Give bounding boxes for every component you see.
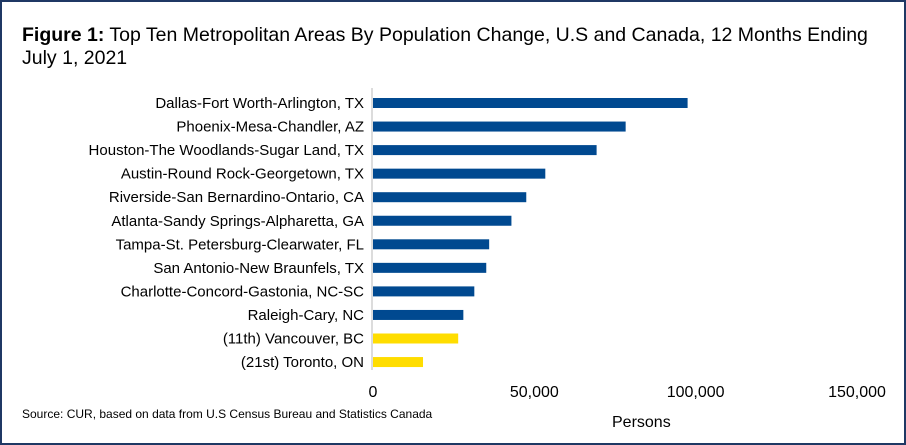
x-tick-label: 100,000 (667, 384, 725, 401)
category-label: Charlotte-Concord-Gastonia, NC-SC (121, 283, 365, 300)
x-axis-label: Persons (612, 414, 671, 431)
x-tick-label: 150,000 (828, 384, 886, 401)
bar (373, 168, 546, 179)
bar (373, 121, 626, 132)
bar (373, 286, 475, 297)
bar (373, 357, 424, 368)
chart-title: Figure 1: Top Ten Metropolitan Areas By … (22, 24, 892, 70)
category-label: Atlanta-Sandy Springs-Alpharetta, GA (111, 213, 364, 230)
bar (373, 262, 487, 273)
bar (373, 309, 464, 320)
x-tick-label: 0 (369, 384, 378, 401)
category-label: Tampa-St. Petersburg-Clearwater, FL (116, 236, 364, 253)
category-label: Phoenix-Mesa-Chandler, AZ (176, 119, 364, 136)
category-label: Raleigh-Cary, NC (248, 307, 365, 324)
bar (373, 333, 459, 344)
category-label: (21st) Toronto, ON (241, 354, 364, 371)
category-label: Riverside-San Bernardino-Ontario, CA (109, 189, 364, 206)
x-tick-label: 50,000 (510, 384, 559, 401)
bar (373, 98, 688, 108)
category-label: San Antonio-New Braunfels, TX (153, 260, 364, 277)
bar (373, 145, 597, 156)
category-label: Austin-Round Rock-Georgetown, TX (121, 166, 364, 183)
category-label: Dallas-Fort Worth-Arlington, TX (155, 95, 364, 112)
source-note: Source: CUR, based on data from U.S Cens… (22, 407, 433, 421)
category-label: Houston-The Woodlands-Sugar Land, TX (89, 142, 364, 159)
title-text: Top Ten Metropolitan Areas By Population… (22, 24, 868, 69)
bar (373, 215, 512, 226)
figure-number: Figure 1: (22, 24, 105, 46)
bar (373, 239, 490, 250)
category-label: (11th) Vancouver, BC (223, 331, 364, 348)
bar (373, 192, 527, 203)
